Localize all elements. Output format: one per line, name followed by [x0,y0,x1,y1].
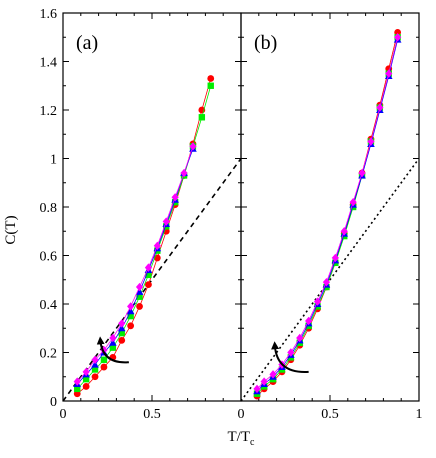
data-point [91,355,99,364]
data-point [126,307,135,315]
arrow-annotation [96,336,129,364]
y-tick-label: 0.8 [40,201,58,216]
data-point [349,197,357,207]
series-line [256,39,399,392]
series-triangle [73,144,197,388]
data-point [145,271,152,279]
data-point [367,137,375,146]
data-point [91,360,99,368]
data-point [82,375,90,383]
data-point [100,363,108,371]
data-point [394,33,402,42]
data-point [358,168,366,178]
data-point [376,103,384,112]
series-line [256,37,399,395]
data-point [91,373,99,381]
data-point [118,319,126,328]
x-tick-label: 0 [60,407,67,422]
x-tick-label: 0.5 [143,407,161,422]
data-point [340,227,348,236]
panel-b: 0 0.5 1 (b) [238,12,423,422]
series-square [253,34,401,397]
data-point [136,293,143,300]
y-tick-label: 1.6 [40,7,58,22]
data-point [207,75,215,82]
data-point [118,336,126,344]
x-tick-label: 0 [238,407,245,422]
data-point [127,302,135,311]
data-point [118,329,125,337]
series-line [76,78,212,395]
data-point [305,316,313,326]
data-point [253,384,261,394]
data-point [313,297,322,306]
y-tick-label: 0.4 [40,298,58,313]
data-point [287,348,295,357]
series-line [256,32,399,397]
series-circle [73,75,215,398]
data-point [109,333,117,343]
y-tick-label: 1.4 [40,56,58,71]
series-circle [253,29,402,400]
series-line [76,146,194,382]
y-tick-label: 1.2 [40,104,58,119]
arrow-annotation [271,341,309,373]
panel-label: (a) [76,32,98,54]
panels: 0 0.5 0 0.2 0.4 0.6 0.8 1 1.2 1.4 1.6 (a) 0 0.5 1 (b) [40,7,423,422]
data-point [145,281,152,288]
data-point [74,385,81,393]
data-point [109,338,117,346]
data-point [117,324,126,332]
series-line [76,148,194,385]
y-axis-label: C(T) [3,215,19,244]
data-point [153,241,161,250]
reference-line [240,158,420,402]
x-tick-label: 0.5 [321,407,339,422]
data-point [296,333,304,343]
y-tick-label: 0 [50,395,57,410]
reference-line [62,158,242,402]
data-point [385,69,393,78]
data-point [127,312,134,320]
data-point [144,263,153,272]
panel-label: (b) [254,32,277,54]
data-point [331,253,339,263]
plot-frame [62,12,242,402]
data-point [198,114,206,121]
data-point [73,377,81,386]
x-tick-label: 1 [416,407,423,422]
x-axis-label: T/Tc [228,429,256,448]
data-point [82,367,90,377]
data-point [135,287,144,295]
y-tick-label: 0.6 [40,250,58,265]
series-line [256,37,399,390]
y-tick-label: 1 [50,153,57,168]
data-point [269,370,277,379]
data-point [82,383,90,390]
data-point [91,366,99,373]
series-square [74,82,214,393]
data-point [189,142,197,151]
plot-frame [240,12,420,402]
y-tick-label: 0.2 [40,347,58,362]
data-point [100,356,108,363]
data-point [207,82,214,89]
data-point [109,344,117,351]
data-point [162,217,170,226]
data-point [135,282,144,292]
data-point [322,277,331,287]
data-point [136,303,143,310]
data-point [171,193,179,202]
series-diamond [253,33,402,394]
data-point [127,322,135,330]
series-triangle [253,35,402,395]
panel-a: 0 0.5 0 0.2 0.4 0.6 0.8 1 1.2 1.4 1.6 (a) [40,7,242,422]
series-diamond [73,142,197,386]
series-line [76,85,212,390]
data-point [260,377,268,386]
data-point [180,168,188,178]
